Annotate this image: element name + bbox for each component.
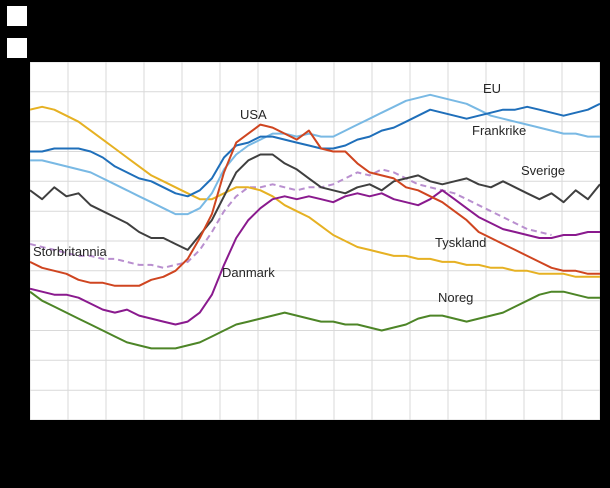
series-line-noreg — [30, 290, 600, 350]
series-line-storbritannia — [30, 168, 552, 269]
series-line-sverige — [30, 153, 600, 251]
white-square-top — [7, 6, 27, 26]
chart-svg — [30, 62, 600, 420]
gridlines — [30, 62, 600, 420]
series-line-frankrike — [30, 102, 600, 198]
series-line-tyskland — [30, 105, 600, 278]
series-line-usa — [30, 123, 600, 287]
series-line-eu — [30, 93, 600, 216]
white-square-bottom — [7, 38, 27, 58]
plot-area: USA EU Frankrike Sverige Tyskland Noreg Danmar… — [30, 62, 600, 420]
series-line-danmark — [30, 189, 600, 326]
